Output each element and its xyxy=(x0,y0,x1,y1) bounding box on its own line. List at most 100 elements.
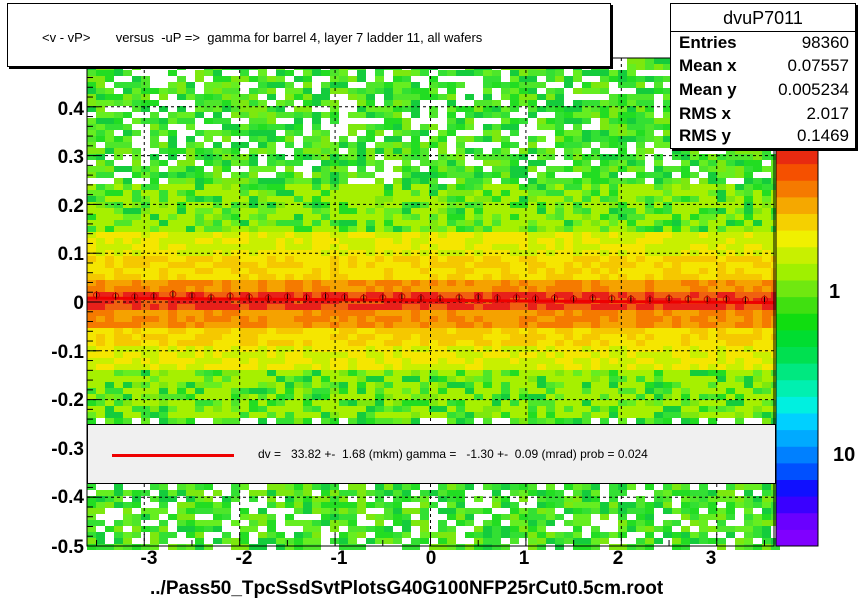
heatmap-cell xyxy=(348,232,357,238)
heatmap-cell xyxy=(735,346,744,352)
heatmap-cell xyxy=(699,178,708,184)
heatmap-cell xyxy=(402,340,411,346)
heatmap-cell xyxy=(384,262,393,268)
heatmap-cell xyxy=(645,262,654,268)
heatmap-cell xyxy=(402,346,411,352)
heatmap-cell xyxy=(258,166,267,172)
heatmap-cell xyxy=(456,364,465,370)
heatmap-cell xyxy=(123,298,132,304)
heatmap-cell xyxy=(141,286,150,292)
heatmap-cell xyxy=(645,406,654,412)
heatmap-cell xyxy=(231,292,240,298)
heatmap-cell xyxy=(213,82,222,88)
heatmap-cell xyxy=(492,106,501,112)
heatmap-cell xyxy=(708,184,717,190)
heatmap-cell xyxy=(663,268,672,274)
heatmap-cell xyxy=(240,376,249,382)
heatmap-cell xyxy=(177,118,186,124)
heatmap-cell xyxy=(582,370,591,376)
heatmap-cell xyxy=(213,304,222,310)
heatmap-cell xyxy=(96,346,105,352)
heatmap-cell xyxy=(402,484,411,490)
heatmap-cell xyxy=(528,412,537,418)
heatmap-cell xyxy=(645,274,654,280)
heatmap-cell xyxy=(222,166,231,172)
heatmap-cell xyxy=(447,250,456,256)
heatmap-cell xyxy=(717,178,726,184)
heatmap-cell xyxy=(258,406,267,412)
heatmap-cell xyxy=(609,76,618,82)
heatmap-cell xyxy=(186,142,195,148)
heatmap-cell xyxy=(87,370,96,376)
heatmap-cell xyxy=(213,166,222,172)
heatmap-cell xyxy=(321,112,330,118)
heatmap-cell xyxy=(384,244,393,250)
heatmap-cell xyxy=(105,142,114,148)
heatmap-cell xyxy=(123,226,132,232)
heatmap-cell xyxy=(582,262,591,268)
heatmap-cell xyxy=(132,118,141,124)
heatmap-cell xyxy=(294,118,303,124)
heatmap-cell xyxy=(564,220,573,226)
heatmap-cell xyxy=(474,322,483,328)
heatmap-cell xyxy=(663,286,672,292)
heatmap-cell xyxy=(213,364,222,370)
heatmap-cell xyxy=(591,322,600,328)
heatmap-cell xyxy=(726,382,735,388)
heatmap-cell xyxy=(429,286,438,292)
heatmap-cell xyxy=(276,178,285,184)
heatmap-cell xyxy=(267,154,276,160)
heatmap-cell xyxy=(447,412,456,418)
heatmap-cell xyxy=(114,340,123,346)
heatmap-cell xyxy=(717,352,726,358)
heatmap-cell xyxy=(537,190,546,196)
heatmap-cell xyxy=(186,88,195,94)
heatmap-cell xyxy=(159,148,168,154)
heatmap-cell xyxy=(735,418,744,424)
heatmap-cell xyxy=(267,262,276,268)
heatmap-cell xyxy=(465,208,474,214)
heatmap-cell xyxy=(483,202,492,208)
heatmap-cell xyxy=(159,484,168,490)
heatmap-cell xyxy=(618,400,627,406)
heatmap-cell xyxy=(276,112,285,118)
heatmap-cell xyxy=(681,178,690,184)
heatmap-cell xyxy=(285,166,294,172)
heatmap-cell xyxy=(195,220,204,226)
heatmap-cell xyxy=(321,280,330,286)
heatmap-cell xyxy=(159,346,168,352)
heatmap-cell xyxy=(564,370,573,376)
heatmap-cell xyxy=(348,94,357,100)
heatmap-cell xyxy=(663,310,672,316)
heatmap-cell xyxy=(402,286,411,292)
heatmap-cell xyxy=(438,490,447,496)
heatmap-cell xyxy=(420,244,429,250)
heatmap-cell xyxy=(330,496,339,502)
heatmap-cell xyxy=(429,352,438,358)
heatmap-cell xyxy=(528,202,537,208)
heatmap-cell xyxy=(744,310,753,316)
heatmap-cell xyxy=(609,124,618,130)
heatmap-cell xyxy=(393,394,402,400)
heatmap-cell xyxy=(375,280,384,286)
heatmap-cell xyxy=(609,358,618,364)
heatmap-cell xyxy=(186,244,195,250)
heatmap-cell xyxy=(231,358,240,364)
heatmap-cell xyxy=(204,70,213,76)
heatmap-cell xyxy=(258,412,267,418)
heatmap-cell xyxy=(753,148,762,154)
heatmap-cell xyxy=(501,358,510,364)
heatmap-cell xyxy=(411,292,420,298)
heatmap-cell xyxy=(456,406,465,412)
heatmap-cell xyxy=(708,292,717,298)
heatmap-cell xyxy=(492,202,501,208)
heatmap-cell xyxy=(87,322,96,328)
heatmap-cell xyxy=(573,382,582,388)
heatmap-cell xyxy=(321,136,330,142)
heatmap-cell xyxy=(402,118,411,124)
heatmap-cell xyxy=(357,346,366,352)
heatmap-cell xyxy=(96,70,105,76)
heatmap-cell xyxy=(330,220,339,226)
heatmap-cell xyxy=(699,358,708,364)
heatmap-cell xyxy=(348,124,357,130)
